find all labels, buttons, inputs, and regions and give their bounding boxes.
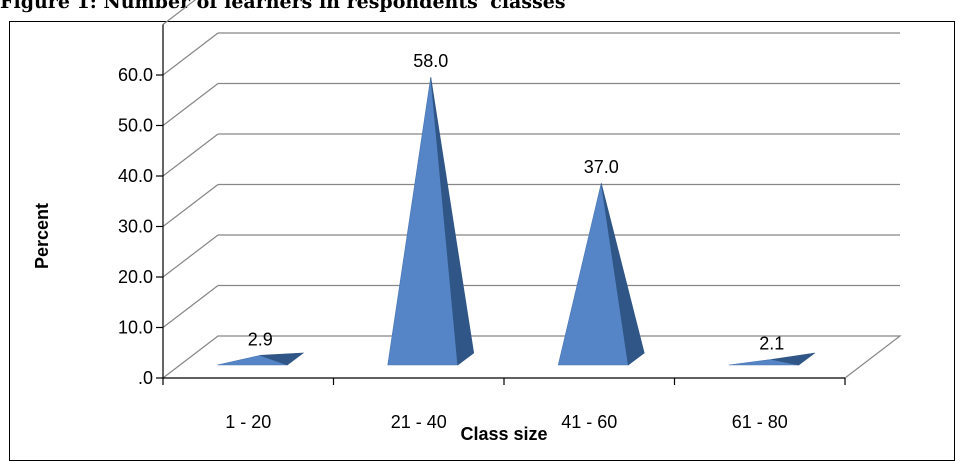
bar <box>728 352 815 366</box>
x-tick-label: 21 - 40 <box>391 412 447 432</box>
floor-outline <box>162 335 902 379</box>
data-label: 37.0 <box>584 157 619 177</box>
bar-side-face <box>430 77 475 366</box>
gridline-side <box>162 133 219 177</box>
y-tick-label: 10.0 <box>118 318 153 338</box>
bar <box>217 352 305 366</box>
figure-title: Figure 1: Number of learners in responde… <box>0 0 566 13</box>
bar <box>387 77 475 366</box>
bar-side-face <box>600 183 645 366</box>
data-label: 2.1 <box>759 333 784 353</box>
gridline-side <box>162 83 219 126</box>
bar <box>557 183 645 366</box>
y-tick-label: 40.0 <box>118 166 153 186</box>
side-wall-top <box>162 0 197 25</box>
x-tick-label: 1 - 20 <box>225 412 271 432</box>
x-tick-label: 61 - 80 <box>732 412 788 432</box>
chart-walls <box>162 0 902 379</box>
bar-side-face <box>260 352 305 366</box>
data-label: 58.0 <box>413 51 448 71</box>
y-tick-label: 50.0 <box>118 116 153 136</box>
y-tick-label: 60.0 <box>118 65 153 85</box>
y-tick-label: 30.0 <box>118 217 153 237</box>
y-axis-title: Percent <box>32 203 52 269</box>
axes: .0 10.0 20.0 30.0 40.0 50.0 60.0 1 - 20 21 - 40 4… <box>118 24 846 432</box>
bars <box>217 77 815 366</box>
x-axis-title: Class size <box>460 424 547 443</box>
gridline-side <box>162 285 219 328</box>
data-label: 2.9 <box>248 329 273 349</box>
gridline-side <box>162 184 219 227</box>
chart: .0 10.0 20.0 30.0 40.0 50.0 60.0 1 - 20 21 - 40 4… <box>32 0 902 443</box>
x-tick-label: 41 - 60 <box>561 412 617 432</box>
y-tick-label: 20.0 <box>118 267 153 287</box>
y-tick-label: .0 <box>138 368 153 388</box>
gridline-side <box>162 234 219 278</box>
bar-side-face <box>771 352 815 366</box>
gridline-side <box>162 32 219 76</box>
gridlines <box>162 32 900 328</box>
labels: 2.9 58.0 37.0 2.1 Class size Percent <box>32 51 784 443</box>
